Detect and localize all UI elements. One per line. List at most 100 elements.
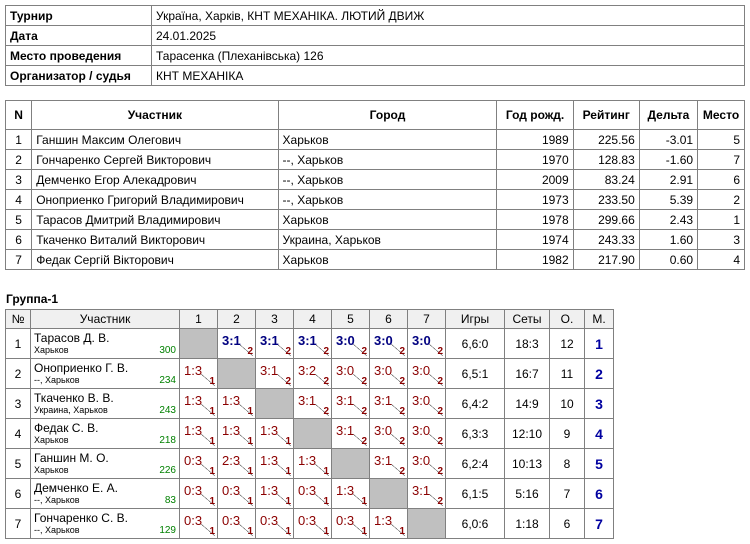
match-points: 1 bbox=[399, 526, 405, 537]
diagonal-cell bbox=[255, 388, 294, 419]
points: 12 bbox=[549, 328, 585, 359]
score: 3:0 bbox=[412, 333, 431, 348]
cell: --, Харьков bbox=[277, 149, 498, 170]
games: 6,5:1 bbox=[445, 358, 505, 389]
score: 1:3 bbox=[260, 423, 279, 438]
cell: 2.43 bbox=[638, 209, 699, 230]
column-header: Дельта bbox=[638, 100, 699, 130]
result-cell: 3:1 2 bbox=[331, 418, 370, 449]
player-city: Харьков bbox=[34, 344, 69, 355]
player-city: --, Харьков bbox=[34, 524, 80, 535]
info-label: Турнир bbox=[5, 5, 152, 26]
score: 1:3 bbox=[298, 453, 317, 468]
row-number: 5 bbox=[5, 448, 31, 479]
cell: 217.90 bbox=[572, 249, 640, 270]
diagonal-cell bbox=[407, 508, 446, 539]
cell: 2 bbox=[4, 149, 33, 170]
score: 0:3 bbox=[260, 513, 279, 528]
place: 2 bbox=[584, 358, 614, 389]
cell: Федак Сергій Вікторович bbox=[31, 249, 279, 270]
match-points: 1 bbox=[285, 436, 291, 447]
result-cell: 0:3 1 bbox=[293, 508, 332, 539]
cell: 7 bbox=[4, 249, 33, 270]
result-cell: 2:3 1 bbox=[217, 448, 256, 479]
player-city: --, Харьков bbox=[34, 494, 80, 505]
group-row: 2 Оноприенко Г. В. --, Харьков 234 1:3 1 3:1 2 3… bbox=[5, 358, 614, 389]
result-cell: 3:0 2 bbox=[407, 448, 446, 479]
sets: 1:18 bbox=[504, 508, 550, 539]
cell: 1973 bbox=[496, 189, 574, 210]
place: 4 bbox=[584, 418, 614, 449]
cell: Ткаченко Виталий Викторович bbox=[31, 229, 279, 250]
sets: 12:10 bbox=[504, 418, 550, 449]
score: 0:3 bbox=[184, 483, 203, 498]
participant-row: 7 Федак Сергій Вікторович Харьков 1982 217.9… bbox=[4, 249, 745, 270]
games: 6,2:4 bbox=[445, 448, 505, 479]
player-info: Харьков 226 bbox=[34, 465, 176, 476]
cell: Гончаренко Сергей Викторович bbox=[31, 149, 279, 170]
sets: 14:9 bbox=[504, 388, 550, 419]
points: 9 bbox=[549, 418, 585, 449]
participant-row: 1 Ганшин Максим Олегович Харьков 1989 225.56… bbox=[4, 129, 745, 150]
match-points: 1 bbox=[247, 526, 253, 537]
result-cell: 1:3 1 bbox=[293, 448, 332, 479]
player-name: Демченко Е. А. bbox=[34, 480, 119, 495]
score: 0:3 bbox=[222, 513, 241, 528]
match-points: 1 bbox=[361, 496, 367, 507]
score: 3:0 bbox=[412, 423, 431, 438]
result-cell: 3:0 2 bbox=[331, 358, 370, 389]
score: 3:0 bbox=[336, 333, 355, 348]
group-row: 7 Гончаренко С. В. --, Харьков 129 0:3 1 0:3 1 0… bbox=[5, 508, 614, 539]
group-title: Группа-1 bbox=[6, 292, 59, 306]
player: Ганшин М. О. Харьков 226 bbox=[30, 448, 180, 479]
result-cell: 0:3 1 bbox=[255, 508, 294, 539]
score: 1:3 bbox=[374, 513, 393, 528]
result-cell: 3:0 2 bbox=[369, 328, 408, 359]
score: 3:1 bbox=[260, 333, 279, 348]
match-points: 1 bbox=[323, 496, 329, 507]
score: 3:0 bbox=[412, 363, 431, 378]
match-points: 1 bbox=[323, 466, 329, 477]
cell: 1.60 bbox=[638, 229, 699, 250]
group-row: 5 Ганшин М. О. Харьков 226 0:3 1 2:3 1 1:3 1 1:3 1 3… bbox=[5, 448, 614, 479]
column-header: 7 bbox=[407, 309, 446, 329]
result-cell: 3:1 2 bbox=[217, 328, 256, 359]
group-row: 3 Ткаченко В. В. Украина, Харьков 243 1:3 1 1:… bbox=[5, 388, 614, 419]
cell: 1989 bbox=[496, 129, 574, 150]
row-number: 2 bbox=[5, 358, 31, 389]
cell: Украина, Харьков bbox=[277, 229, 498, 250]
cell: 1974 bbox=[496, 229, 574, 250]
player-city: Харьков bbox=[34, 434, 69, 445]
match-points: 2 bbox=[361, 376, 367, 387]
player-rating: 218 bbox=[159, 434, 176, 446]
cell: 225.56 bbox=[572, 129, 640, 150]
column-header: 5 bbox=[331, 309, 370, 329]
match-points: 2 bbox=[323, 346, 329, 357]
player: Гончаренко С. В. --, Харьков 129 bbox=[30, 508, 180, 539]
result-cell: 3:0 2 bbox=[407, 328, 446, 359]
row-number: 7 bbox=[5, 508, 31, 539]
match-points: 1 bbox=[209, 406, 215, 417]
cell: 299.66 bbox=[572, 209, 640, 230]
score: 3:0 bbox=[412, 393, 431, 408]
score: 0:3 bbox=[336, 513, 355, 528]
match-points: 1 bbox=[285, 466, 291, 477]
match-points: 1 bbox=[285, 526, 291, 537]
score: 0:3 bbox=[184, 453, 203, 468]
match-points: 2 bbox=[247, 346, 253, 357]
cell: 5 bbox=[4, 209, 33, 230]
place: 5 bbox=[584, 448, 614, 479]
result-cell: 3:1 2 bbox=[331, 388, 370, 419]
points: 11 bbox=[549, 358, 585, 389]
match-points: 1 bbox=[247, 406, 253, 417]
column-header: 2 bbox=[217, 309, 256, 329]
player: Демченко Е. А. --, Харьков 83 bbox=[30, 478, 180, 509]
points: 6 bbox=[549, 508, 585, 539]
score: 1:3 bbox=[184, 363, 203, 378]
match-points: 2 bbox=[399, 406, 405, 417]
group-row: 1 Тарасов Д. В. Харьков 300 3:1 2 3:1 2 3:1 2 3:0 2… bbox=[5, 328, 614, 359]
cell: 128.83 bbox=[572, 149, 640, 170]
result-cell: 3:0 2 bbox=[407, 358, 446, 389]
match-points: 2 bbox=[361, 436, 367, 447]
